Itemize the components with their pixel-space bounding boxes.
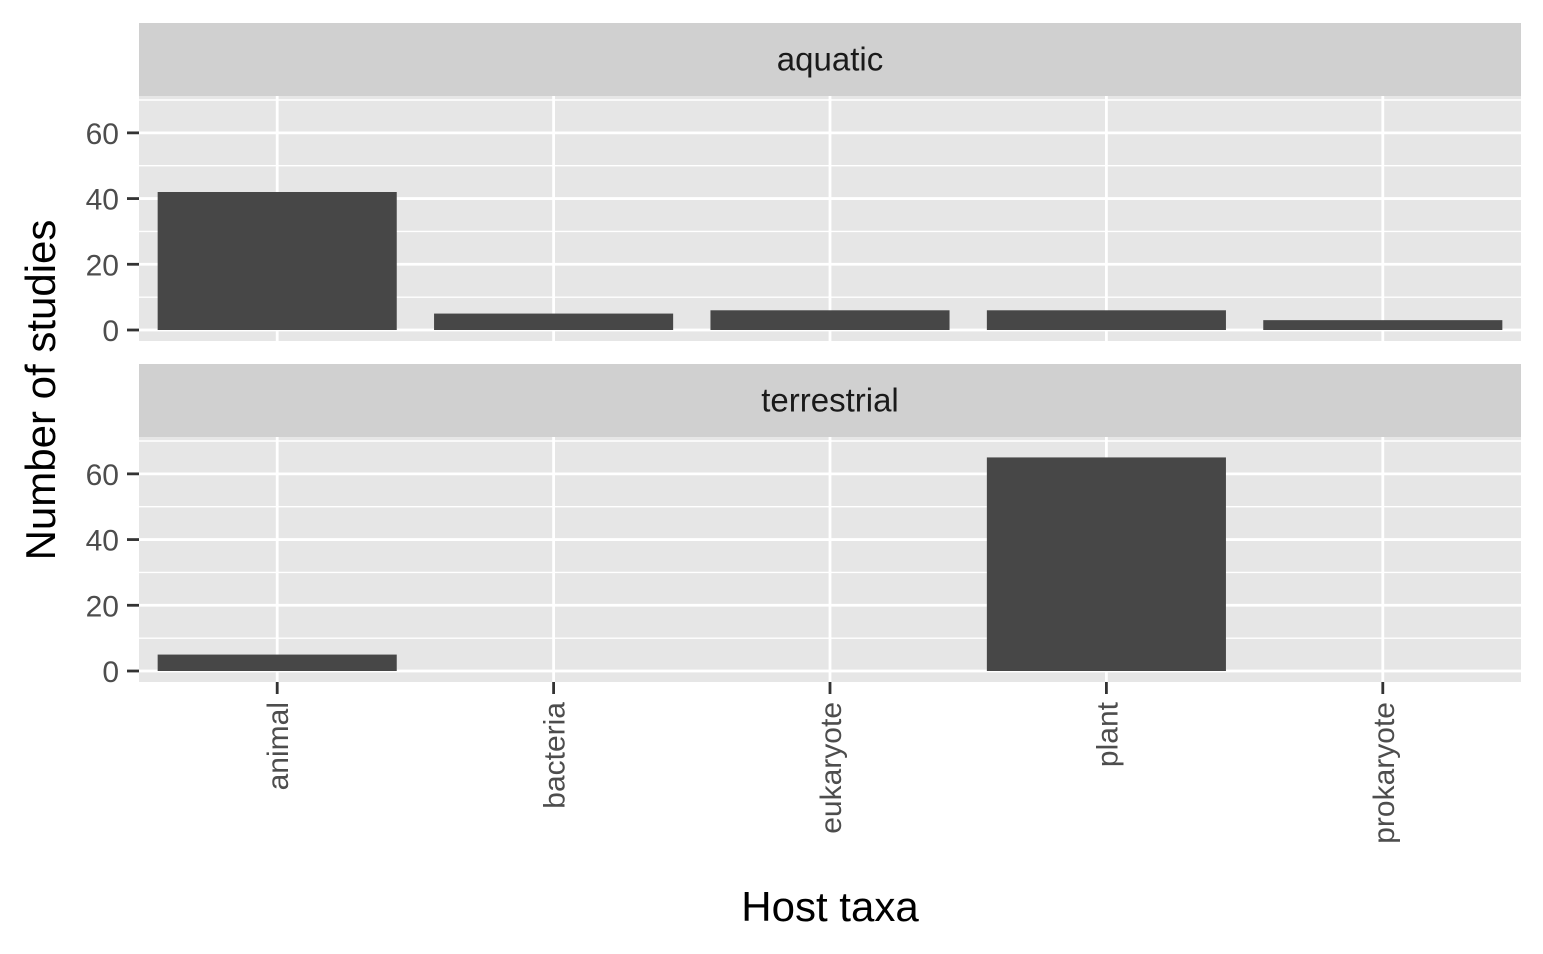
bar-prokaryote <box>1263 320 1503 330</box>
y-tick-label: 0 <box>102 315 119 348</box>
y-tick-label: 0 <box>102 656 119 689</box>
facet-panel-terrestrial: terrestrial 0 20 40 60 <box>86 364 1521 689</box>
x-tick-label-animal: animal <box>262 702 295 790</box>
y-tick-label: 40 <box>86 525 119 558</box>
bar-plant <box>986 310 1226 330</box>
facet-panel-aquatic: aquatic 0 20 40 60 <box>86 23 1521 348</box>
x-axis: animal bacteria eukaryote plant prokaryote <box>262 682 1401 844</box>
bar-bacteria <box>434 313 674 330</box>
y-axis-title: Number of studies <box>17 220 64 561</box>
bar-eukaryote <box>710 310 950 330</box>
y-tick-label: 60 <box>86 459 119 492</box>
x-tick-label-bacteria: bacteria <box>539 702 572 809</box>
x-tick-label-prokaryote: prokaryote <box>1368 702 1401 844</box>
facet-strip-label: aquatic <box>777 41 883 78</box>
x-tick-label-plant: plant <box>1091 701 1124 767</box>
facet-strip-label: terrestrial <box>761 382 899 419</box>
facets-layer: aquatic 0 20 40 60 terrestrial 0 20 40 60 <box>86 23 1521 689</box>
y-tick-label: 60 <box>86 118 119 151</box>
x-tick-label-eukaryote: eukaryote <box>815 702 848 834</box>
facet-strip <box>139 23 1521 96</box>
bar-animal <box>157 654 397 671</box>
x-axis-title: Host taxa <box>741 883 919 930</box>
y-tick-label: 20 <box>86 590 119 623</box>
bar-animal <box>157 192 397 330</box>
y-tick-label: 40 <box>86 184 119 217</box>
facet-strip <box>139 364 1521 437</box>
y-tick-label: 20 <box>86 249 119 282</box>
bar-plant <box>986 457 1226 671</box>
